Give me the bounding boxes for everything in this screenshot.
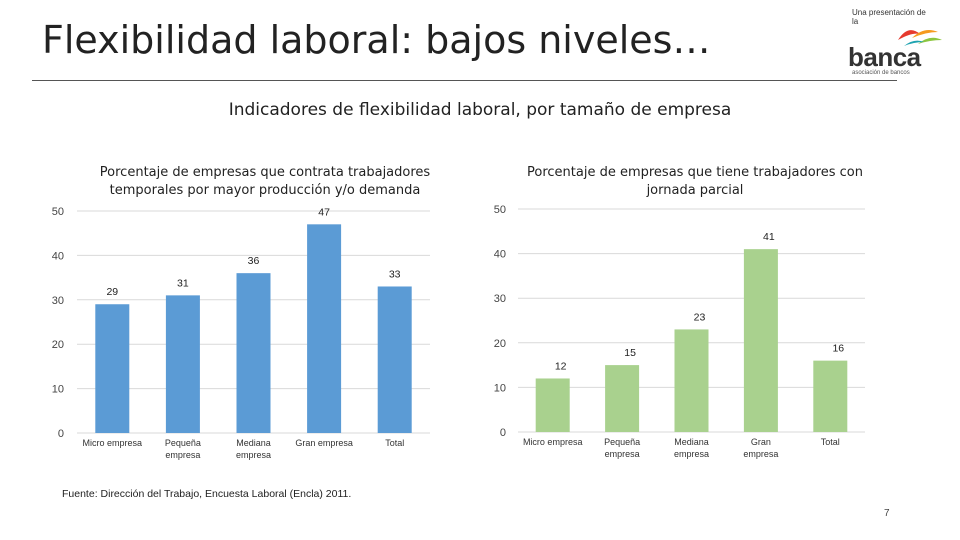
chart2-bar: [605, 365, 640, 432]
chart1-title: Porcentaje de empresas que contrata trab…: [99, 165, 431, 198]
page-number: 7: [884, 508, 890, 519]
chart1-ytick-label: 20: [52, 339, 64, 351]
chart1-category-label: Micro empresa: [83, 438, 143, 448]
chart1-svg: 0 10 20 30 40 50 29 Micro empresa 31 Pequeña empre…: [52, 206, 430, 460]
chart2-ytick-label: 20: [494, 338, 506, 350]
logo-intro-text: Una presentación de la: [852, 8, 926, 26]
chart2-ytick-label: 10: [494, 382, 506, 394]
chart1-data-label: 36: [248, 255, 260, 267]
chart2-ytick-label: 50: [494, 204, 506, 216]
chart2-category-label: Micro empresa: [523, 437, 583, 447]
chart1-category-label: Pequeña empresa: [165, 438, 201, 460]
chart1-bar: [377, 286, 412, 433]
chart2-svg: 0 10 20 30 40 50 12 Micro empresa 15 Pequeña empre…: [494, 204, 865, 459]
chart2-category-label: Gran empresa: [743, 437, 778, 459]
chart1-ytick-label: 50: [52, 206, 64, 218]
chart2-data-label: 15: [624, 347, 636, 359]
chart1-data-label: 33: [389, 268, 401, 280]
chart1-category-label: Mediana empresa: [236, 438, 271, 460]
chart2-category-label: Pequeña empresa: [604, 437, 640, 459]
chart2-ytick-label: 40: [494, 249, 506, 261]
chart1-bar: [307, 224, 342, 433]
chart2-title: Porcentaje de empresas que tiene trabaja…: [527, 165, 863, 198]
logo-subtitle: asociación de bancos: [852, 70, 910, 76]
chart2-bar: [535, 378, 570, 432]
chart2-bar: [813, 360, 848, 432]
chart2-data-label: 16: [832, 343, 844, 355]
chart1-data-label: 47: [318, 206, 330, 218]
chart2-category-label: Mediana empresa: [674, 437, 709, 459]
chart2-data-label: 12: [555, 360, 567, 372]
chart2-data-label: 41: [763, 231, 775, 243]
chart1-data-label: 31: [177, 277, 189, 289]
chart1-ytick-label: 30: [52, 295, 64, 307]
chart2-category-label: Total: [821, 437, 840, 447]
chart-subtitle: Indicadores de flexibilidad laboral, por…: [228, 100, 732, 120]
chart1-ytick-label: 40: [52, 250, 64, 262]
chart2-bar: [743, 249, 778, 432]
chart1-category-label: Gran empresa: [295, 438, 353, 448]
slide-title: Flexibilidad laboral: bajos niveles…: [42, 18, 711, 62]
banca-logo: Una presentación de la banca asociación …: [846, 6, 946, 78]
title-divider: [32, 80, 897, 81]
chart1-data-label: 29: [106, 286, 118, 298]
chart2-bar: [674, 329, 709, 432]
chart1-bar: [236, 273, 271, 433]
chart1-bar: [165, 295, 200, 433]
chart2-ytick-label: 0: [500, 427, 506, 439]
logo-wordmark: banca: [848, 42, 921, 72]
chart1-bar: [95, 304, 130, 433]
chart1-category-label: Total: [385, 438, 404, 448]
source-note: Fuente: Dirección del Trabajo, Encuesta …: [62, 488, 352, 500]
chart1-ytick-label: 10: [52, 384, 64, 396]
logo-swoosh-icon: [898, 30, 942, 46]
chart1-ytick-label: 0: [58, 428, 64, 440]
chart2-data-label: 23: [694, 311, 706, 323]
chart2-ytick-label: 30: [494, 293, 506, 305]
